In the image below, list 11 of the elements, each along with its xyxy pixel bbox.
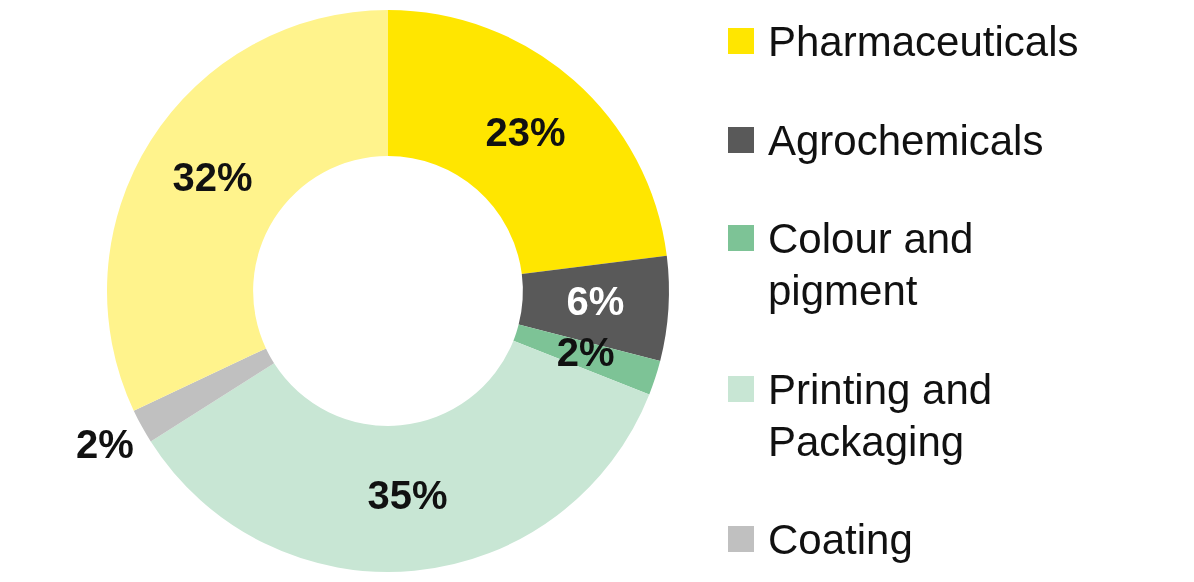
data-label: 2% [76,421,134,466]
data-label: 6% [566,279,625,324]
data-label: 2% [556,330,615,375]
legend-label: Agrochemicals [768,115,1044,166]
legend-label: Pharmaceuticals [768,17,1079,67]
data-label: 23% [485,110,566,155]
data-label: 32% [172,154,253,199]
legend-label: Printing and Packaging [768,364,994,467]
legend-label: Colour and pigment [768,214,975,316]
data-label: 35% [367,473,448,518]
legend-label: Coating [768,515,913,565]
